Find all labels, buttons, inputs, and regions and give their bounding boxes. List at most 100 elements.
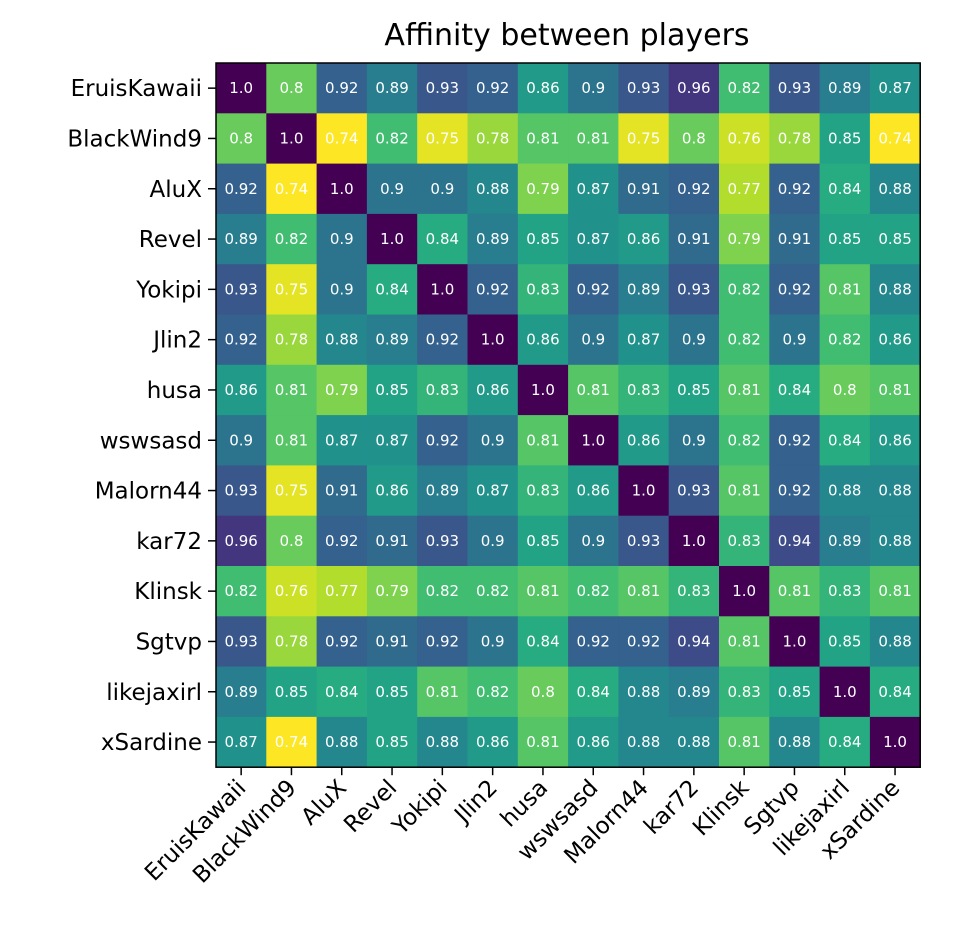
heatmap-cell [819, 666, 871, 718]
heatmap-cell [568, 213, 619, 265]
heatmap-cell [769, 63, 821, 114]
heatmap-cell [769, 113, 821, 165]
heatmap-cell [668, 566, 720, 617]
heatmap-cell [719, 415, 770, 466]
heatmap-cell [668, 666, 720, 718]
heatmap-cell [869, 364, 921, 416]
heatmap-cell [568, 415, 619, 466]
cell-value-label: 0.78 [275, 632, 308, 650]
heatmap-cell [316, 364, 368, 416]
cell-value-label: 0.93 [677, 280, 710, 298]
heatmap-cell [618, 415, 670, 466]
cell-value-label: 0.88 [828, 482, 861, 500]
heatmap-cell [316, 213, 368, 265]
cell-value-label: 0.81 [577, 129, 610, 147]
cell-value-label: 1.0 [783, 632, 807, 650]
cell-value-label: 0.9 [682, 431, 706, 449]
heatmap-cell [719, 314, 770, 366]
heatmap-cell [216, 63, 267, 114]
heatmap-cell [869, 716, 921, 768]
heatmap-cell [719, 666, 770, 718]
cell-value-label: 0.87 [627, 331, 660, 349]
heatmap-cell [618, 63, 670, 114]
cell-value-label: 0.92 [426, 632, 459, 650]
cell-value-label: 0.88 [476, 180, 509, 198]
heatmap-cell [266, 163, 318, 215]
heatmap-cell [769, 213, 821, 265]
heatmap-cell [216, 314, 267, 366]
cell-value-label: 0.92 [224, 180, 257, 198]
heatmap-cell [366, 63, 418, 114]
heatmap-cell [366, 364, 418, 416]
heatmap-cell [417, 163, 469, 215]
heatmap-cell [517, 515, 569, 567]
cell-value-label: 0.8 [531, 683, 555, 701]
heatmap-cell [417, 415, 469, 466]
y-tick-label: EruisKawaii [71, 76, 202, 102]
heatmap-cell [769, 616, 821, 668]
cell-value-label: 0.93 [426, 79, 459, 97]
cell-value-label: 0.82 [224, 582, 257, 600]
cell-value-label: 1.0 [330, 180, 354, 198]
cell-value-label: 0.76 [275, 582, 308, 600]
cell-value-label: 0.89 [476, 230, 509, 248]
y-tick-label: wswsasd [100, 428, 202, 454]
heatmap-cell [417, 364, 469, 416]
cell-value-label: 0.75 [275, 482, 308, 500]
cell-value-label: 0.91 [325, 482, 358, 500]
cell-value-label: 0.88 [325, 331, 358, 349]
cell-value-label: 0.79 [526, 180, 559, 198]
heatmap-cell [568, 364, 619, 416]
cell-value-label: 0.92 [476, 79, 509, 97]
cell-value-label: 0.81 [878, 381, 911, 399]
heatmap-cell [568, 465, 619, 517]
heatmap-cell [769, 716, 821, 768]
cell-value-label: 0.8 [280, 79, 304, 97]
heatmap-cell [719, 113, 770, 165]
heatmap-cell [819, 364, 871, 416]
cell-value-label: 0.81 [878, 582, 911, 600]
cell-value-label: 0.91 [677, 230, 710, 248]
cell-value-label: 0.86 [878, 331, 911, 349]
cell-value-label: 0.87 [878, 79, 911, 97]
heatmap-cell [819, 465, 871, 517]
cell-value-label: 0.89 [224, 230, 257, 248]
heatmap-cell [417, 666, 469, 718]
heatmap-cell [216, 264, 267, 316]
y-tick-label: BlackWind9 [67, 126, 202, 152]
heatmap-cell [668, 515, 720, 567]
heatmap-cell [216, 364, 267, 416]
cell-value-label: 0.9 [581, 331, 605, 349]
cell-value-label: 0.86 [375, 482, 408, 500]
cell-value-label: 0.74 [275, 180, 308, 198]
cell-value-label: 0.85 [828, 129, 861, 147]
heatmap-cell [869, 616, 921, 668]
heatmap-cell [668, 113, 720, 165]
heatmap-cell [819, 213, 871, 265]
cell-value-label: 0.85 [275, 683, 308, 701]
heatmap-cell [216, 163, 267, 215]
heatmap-cell [568, 716, 619, 768]
heatmap-cell [366, 113, 418, 165]
heatmap-cell [668, 264, 720, 316]
cell-value-label: 0.85 [375, 381, 408, 399]
heatmap-cell [668, 465, 720, 517]
heatmap-cell [467, 264, 519, 316]
heatmap-cell [869, 163, 921, 215]
heatmap-cell [417, 264, 469, 316]
cell-value-label: 1.0 [682, 532, 706, 550]
heatmap-cell [517, 415, 569, 466]
cell-value-label: 0.78 [476, 129, 509, 147]
heatmap-cell [467, 314, 519, 366]
cell-value-label: 0.85 [526, 230, 559, 248]
cell-value-label: 0.92 [677, 180, 710, 198]
heatmap-cell [517, 163, 569, 215]
heatmap-cell [869, 515, 921, 567]
cell-value-label: 1.0 [280, 129, 304, 147]
heatmap-cell [467, 364, 519, 416]
cell-value-label: 0.94 [677, 632, 710, 650]
cell-value-label: 0.76 [727, 129, 760, 147]
heatmap-cell [819, 716, 871, 768]
heatmap-cell [366, 515, 418, 567]
